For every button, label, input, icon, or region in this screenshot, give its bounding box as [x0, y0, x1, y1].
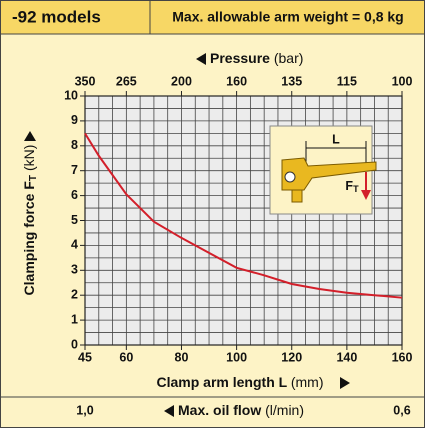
x2-tick-label: 100: [392, 74, 413, 88]
y-tick-label: 0: [71, 337, 78, 351]
header-note: Max. allowable arm weight = 0,8 kg: [172, 9, 403, 25]
x3-tick-label: 0,6: [393, 403, 410, 417]
x-tick-label: 160: [392, 350, 413, 364]
x3-unit: (l/min): [265, 402, 304, 418]
y-label: Clamping force FT (kN): [21, 145, 39, 296]
x-tick-label: 45: [78, 350, 92, 364]
y-tick-label: 9: [71, 113, 78, 127]
y-tick-label: 2: [71, 287, 78, 301]
y-title: Clamping force F: [21, 181, 37, 296]
y-title-sub: T: [28, 175, 39, 181]
x-tick-label: 120: [281, 350, 302, 364]
x-tick-label: 80: [175, 350, 189, 364]
y-tick-label: 3: [71, 263, 78, 277]
x2-tick-label: 160: [226, 74, 247, 88]
x-tick-label: 100: [226, 350, 247, 364]
x-tick-label: 60: [119, 350, 133, 364]
chart: -92 models Max. allowable arm weight = 0…: [0, 0, 425, 428]
x-unit: (mm): [291, 374, 324, 390]
y-tick-label: 4: [71, 238, 78, 252]
inset-length: L: [332, 132, 340, 146]
x3-tick-label: 1,0: [76, 403, 93, 417]
x-label: Clamp arm length L (mm): [157, 374, 324, 390]
y-tick-label: 8: [71, 138, 78, 152]
y-tick-label: 6: [71, 188, 78, 202]
y-tick-label: 5: [71, 213, 78, 227]
x2-tick-label: 135: [281, 74, 302, 88]
model-title: -92 models: [12, 7, 101, 26]
rod: [292, 190, 302, 202]
x2-label: Pressure (bar): [210, 50, 303, 66]
x3-title: Max. oil flow: [178, 402, 261, 418]
y-tick-label: 10: [64, 88, 78, 102]
y-tick-label: 1: [71, 312, 78, 326]
x2-tick-label: 265: [116, 74, 137, 88]
y-tick-label: 7: [71, 163, 78, 177]
x2-title: Pressure: [210, 50, 270, 66]
x-tick-label: 140: [336, 350, 357, 364]
x2-unit: (bar): [274, 50, 304, 66]
x2-tick-label: 115: [337, 74, 357, 88]
inset-force-sub: T: [353, 184, 359, 194]
x3-label: Max. oil flow (l/min): [178, 402, 304, 418]
pivot: [285, 172, 295, 182]
inset: L FT: [270, 126, 376, 214]
y-unit: (kN): [21, 145, 37, 171]
x2-tick-label: 200: [171, 74, 192, 88]
x2-tick-label: 350: [75, 74, 96, 88]
x-title: Clamp arm length L: [157, 374, 288, 390]
